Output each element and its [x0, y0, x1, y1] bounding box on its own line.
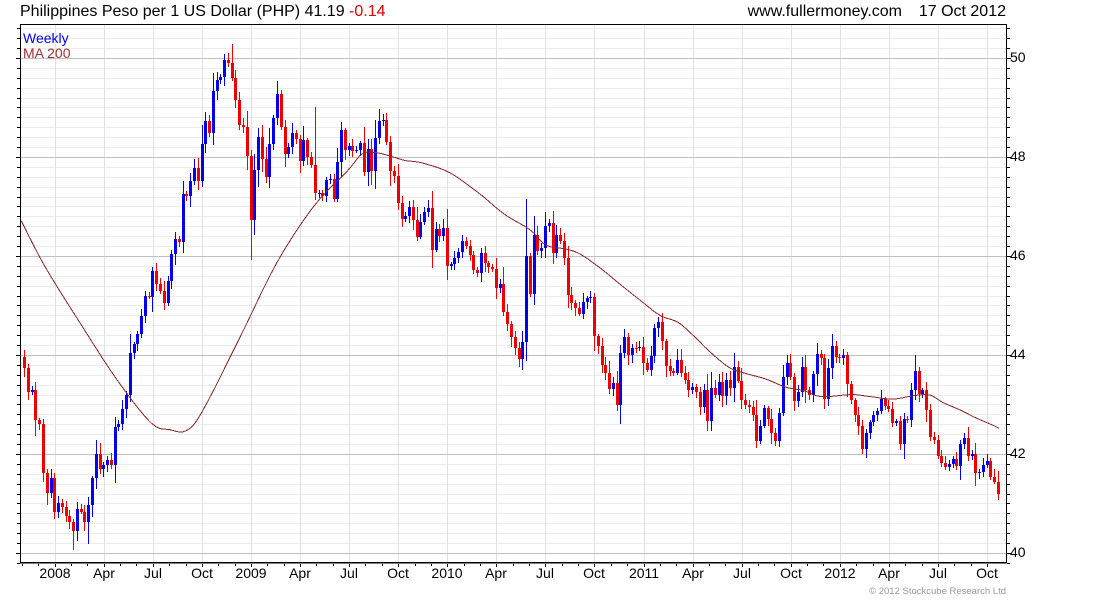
svg-text:Apr: Apr: [485, 565, 507, 581]
svg-text:Weekly: Weekly: [23, 30, 69, 46]
svg-text:Apr: Apr: [289, 565, 311, 581]
svg-text:Oct: Oct: [976, 565, 998, 581]
svg-text:2011: 2011: [629, 565, 659, 581]
svg-text:2012: 2012: [824, 565, 855, 581]
svg-text:Jul: Jul: [340, 565, 358, 581]
svg-text:Oct: Oct: [780, 565, 802, 581]
svg-text:44: 44: [1010, 346, 1026, 362]
svg-text:Jul: Jul: [144, 565, 162, 581]
svg-text:Jul: Jul: [733, 565, 751, 581]
svg-text:48: 48: [1010, 148, 1026, 164]
svg-text:Oct: Oct: [387, 565, 409, 581]
svg-text:50: 50: [1010, 49, 1026, 65]
svg-text:40: 40: [1010, 544, 1026, 560]
svg-text:Apr: Apr: [93, 565, 115, 581]
svg-text:Oct: Oct: [191, 565, 213, 581]
svg-text:Oct: Oct: [583, 565, 605, 581]
svg-text:Apr: Apr: [878, 565, 900, 581]
svg-text:2008: 2008: [39, 565, 70, 581]
svg-text:Jul: Jul: [929, 565, 947, 581]
svg-text:MA 200: MA 200: [23, 45, 71, 61]
svg-text:www.fullermoney.com: www.fullermoney.com: [747, 3, 902, 20]
svg-text:2009: 2009: [235, 565, 266, 581]
svg-text:2010: 2010: [431, 565, 462, 581]
svg-text:17 Oct 2012: 17 Oct 2012: [919, 3, 1006, 20]
svg-text:42: 42: [1010, 445, 1026, 461]
svg-text:Apr: Apr: [682, 565, 704, 581]
svg-text:© 2012 Stockcube Research Ltd: © 2012 Stockcube Research Ltd: [869, 586, 1006, 597]
svg-text:Philippines Peso per 1 US Doll: Philippines Peso per 1 US Dollar (PHP) 4…: [20, 3, 386, 20]
svg-text:46: 46: [1010, 247, 1026, 263]
svg-text:Jul: Jul: [536, 565, 554, 581]
